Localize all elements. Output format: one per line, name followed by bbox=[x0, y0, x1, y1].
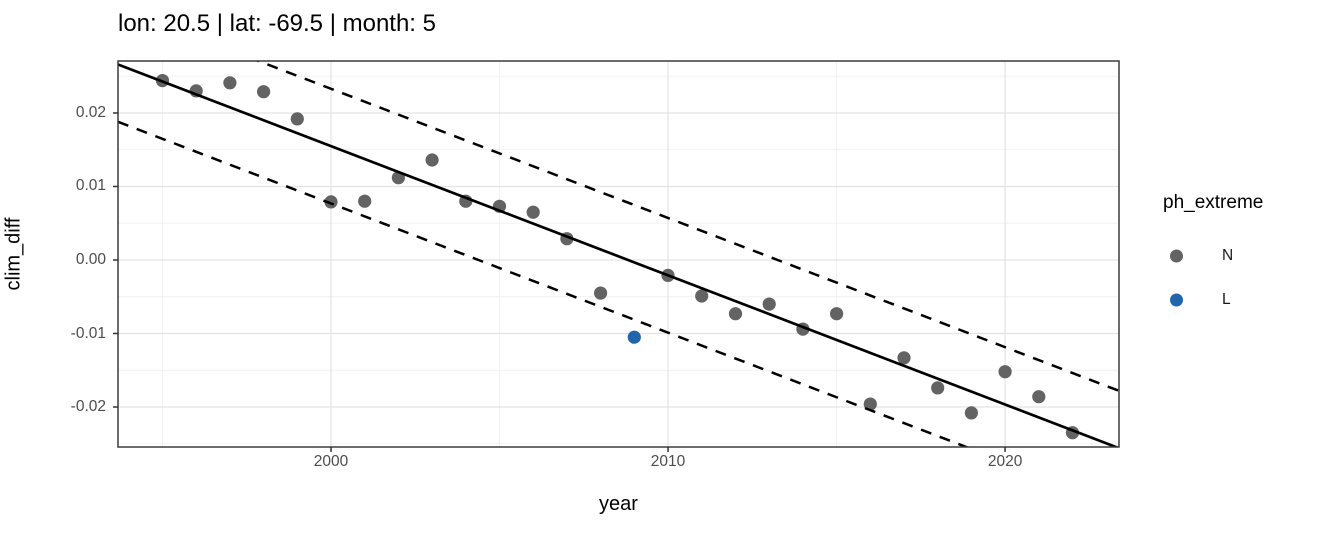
data-point-N[interactable] bbox=[425, 153, 439, 167]
data-point-N[interactable] bbox=[762, 297, 776, 311]
y-tick-label: -0.02 bbox=[70, 398, 106, 415]
legend-key-dot-L bbox=[1170, 293, 1183, 307]
panel-background bbox=[118, 61, 1119, 447]
data-point-N[interactable] bbox=[897, 351, 911, 365]
y-tick-label: 0.02 bbox=[75, 103, 106, 121]
data-point-N[interactable] bbox=[728, 307, 743, 321]
legend-item-L[interactable]: L bbox=[1163, 278, 1333, 322]
legend-item-label: N bbox=[1222, 247, 1234, 264]
data-point-N[interactable] bbox=[998, 365, 1012, 379]
legend-title: ph_extreme bbox=[1163, 192, 1264, 213]
data-point-N[interactable] bbox=[290, 112, 304, 126]
data-point-N[interactable] bbox=[358, 194, 372, 208]
data-point-L[interactable] bbox=[627, 330, 641, 344]
y-tick-label: 0.00 bbox=[75, 250, 106, 268]
data-point-N[interactable] bbox=[1032, 390, 1046, 404]
fit-line bbox=[118, 63, 1119, 447]
data-point-N[interactable] bbox=[594, 286, 608, 300]
plot-title: lon: 20.5 | lat: -69.5 | month: 5 bbox=[118, 10, 436, 37]
y-axis-title: clim_diff bbox=[2, 217, 25, 291]
x-tick-label: 2000 bbox=[313, 453, 349, 470]
data-point-N[interactable] bbox=[931, 381, 945, 395]
x-tick-label: 2010 bbox=[650, 453, 686, 470]
data-point-N[interactable] bbox=[223, 76, 237, 90]
panel-border bbox=[117, 60, 1120, 448]
legend-key-dot-N bbox=[1170, 249, 1183, 263]
data-point-N[interactable] bbox=[863, 397, 877, 411]
y-tick-label: -0.01 bbox=[70, 324, 106, 342]
data-point-N[interactable] bbox=[324, 195, 338, 209]
legend-item-label: L bbox=[1222, 291, 1231, 308]
y-tick-label: 0.01 bbox=[75, 177, 106, 195]
data-point-N[interactable] bbox=[257, 85, 271, 99]
data-point-N[interactable] bbox=[695, 289, 709, 303]
x-tick-label: 2020 bbox=[987, 453, 1023, 470]
data-point-N[interactable] bbox=[964, 406, 979, 420]
data-point-N[interactable] bbox=[830, 307, 844, 321]
data-point-N[interactable] bbox=[526, 205, 540, 219]
plot-panel bbox=[113, 60, 1120, 452]
legend-item-N[interactable]: N bbox=[1163, 234, 1333, 278]
x-axis-title: year bbox=[599, 493, 638, 515]
